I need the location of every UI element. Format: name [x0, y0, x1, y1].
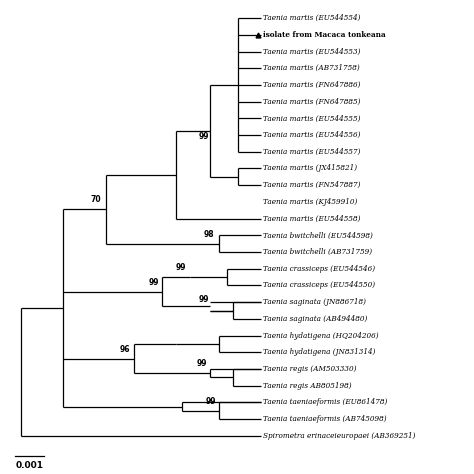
Text: Taenia martis (AB731758): Taenia martis (AB731758) [263, 64, 360, 72]
Text: 99: 99 [149, 278, 159, 287]
Text: Taenia taeniaeformis (AB745098): Taenia taeniaeformis (AB745098) [263, 415, 387, 423]
Text: Taenia crassiceps (EU544546): Taenia crassiceps (EU544546) [263, 265, 375, 273]
Text: Taenia martis (EU544555): Taenia martis (EU544555) [263, 114, 361, 122]
Text: 99: 99 [198, 295, 209, 304]
Text: isolate from Macaca tonkeana: isolate from Macaca tonkeana [263, 31, 386, 39]
Text: Taenia hydatigena (HQ204206): Taenia hydatigena (HQ204206) [263, 332, 379, 339]
Text: 98: 98 [204, 230, 214, 239]
Text: Taenia regis AB805198): Taenia regis AB805198) [263, 382, 352, 390]
Text: Taenia regis (AM503330): Taenia regis (AM503330) [263, 365, 357, 373]
Text: 99: 99 [176, 263, 186, 272]
Text: Taenia martis (EU544553): Taenia martis (EU544553) [263, 47, 361, 55]
Text: Taenia martis (KJ459910): Taenia martis (KJ459910) [263, 198, 357, 206]
Text: Taenia crassiceps (EU544550): Taenia crassiceps (EU544550) [263, 282, 375, 290]
Text: Taenia saginata (JN886718): Taenia saginata (JN886718) [263, 298, 366, 306]
Text: Taenia martis (FN547887): Taenia martis (FN547887) [263, 181, 361, 189]
Text: Taenia martis (EU544558): Taenia martis (EU544558) [263, 215, 361, 223]
Text: Taenia martis (EU544554): Taenia martis (EU544554) [263, 14, 361, 22]
Text: Taenia martis (EU544557): Taenia martis (EU544557) [263, 148, 361, 156]
Text: 99: 99 [197, 359, 207, 368]
Text: 0.001: 0.001 [16, 461, 44, 470]
Text: Taenia martis (FN647886): Taenia martis (FN647886) [263, 81, 361, 89]
Text: 70: 70 [91, 195, 101, 204]
Text: Spirometra erinaceieuropaei (AB369251): Spirometra erinaceieuropaei (AB369251) [263, 432, 416, 440]
Text: 99: 99 [205, 397, 216, 406]
Text: Taenia martis (JX415821): Taenia martis (JX415821) [263, 164, 357, 173]
Text: 99: 99 [198, 132, 209, 141]
Text: Taenia bwitchelli (AB731759): Taenia bwitchelli (AB731759) [263, 248, 373, 256]
Text: Taenia taeniaeformis (EU861478): Taenia taeniaeformis (EU861478) [263, 399, 388, 406]
Text: Taenia martis (FN647885): Taenia martis (FN647885) [263, 98, 361, 106]
Text: Taenia hydatigena (JN831314): Taenia hydatigena (JN831314) [263, 348, 376, 356]
Text: Taenia bwitchelli (EU544598): Taenia bwitchelli (EU544598) [263, 231, 373, 239]
Text: 96: 96 [119, 345, 130, 354]
Text: Taenia martis (EU544556): Taenia martis (EU544556) [263, 131, 361, 139]
Text: Taenia saginata (AB494480): Taenia saginata (AB494480) [263, 315, 368, 323]
